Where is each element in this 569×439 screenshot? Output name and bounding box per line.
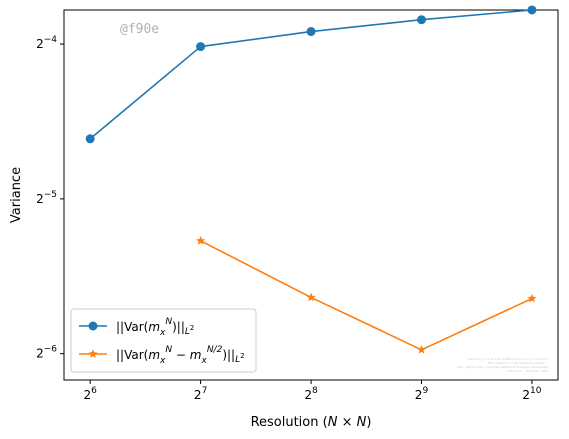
series1-point-0 — [85, 134, 95, 144]
x-tick-label-3: 29 — [415, 386, 429, 402]
series2-point-1 — [306, 292, 316, 302]
note-line-3: Run: github.com/... (private) statistica… — [458, 365, 549, 369]
legend: ||Var(mxN)||L2 ||Var(mxN − mxN/2)||L2 — [70, 308, 257, 373]
series2-point-3 — [527, 293, 537, 303]
x-tick-label-0: 26 — [83, 386, 97, 402]
series-layer — [85, 5, 537, 354]
legend-marker-series2 — [88, 349, 98, 358]
y-axis-label: Variance — [9, 167, 24, 223]
series1-point-2 — [306, 27, 316, 37]
x-tick-label-2: 28 — [304, 386, 318, 402]
y-tick-label-1: 2−5 — [36, 190, 57, 206]
watermark-text: @f90e — [120, 22, 159, 37]
x-axis-label: Resolution (N × N) — [251, 415, 372, 430]
series2-point-2 — [416, 344, 427, 354]
y-axis-ticks: 2−4 2−5 2−6 — [36, 35, 64, 361]
legend-marker-series1 — [88, 321, 98, 331]
legend-box — [70, 308, 257, 373]
note-line-1: Simul: hx_n=1.5e7 mu 0.0593 mcr=1.1 v_1=… — [468, 357, 548, 361]
series1-point-4 — [527, 5, 537, 15]
y-tick-label-0: 2−4 — [36, 35, 57, 51]
x-axis-ticks: 26 27 28 29 210 — [83, 380, 542, 402]
note-line-4: Run: 512 ... Runtime: 1000 — [508, 369, 548, 373]
series2-point-0 — [196, 236, 206, 245]
y-tick-label-2: 2−6 — [36, 345, 57, 361]
legend-label-series1: ||Var(mxN)||L2 — [116, 317, 194, 338]
series-line-2 — [200, 240, 533, 351]
note-line-2: F01_Var[mx] = Fl [f] Var[mx]=0.0402 ... — [488, 361, 548, 365]
series1-point-1 — [196, 42, 206, 52]
series1-point-3 — [416, 15, 426, 25]
x-tick-label-1: 27 — [194, 386, 207, 402]
x-tick-label-4: 210 — [522, 386, 541, 402]
annotation-note: Simul: hx_n=1.5e7 mu 0.0593 mcr=1.1 v_1=… — [458, 357, 549, 373]
